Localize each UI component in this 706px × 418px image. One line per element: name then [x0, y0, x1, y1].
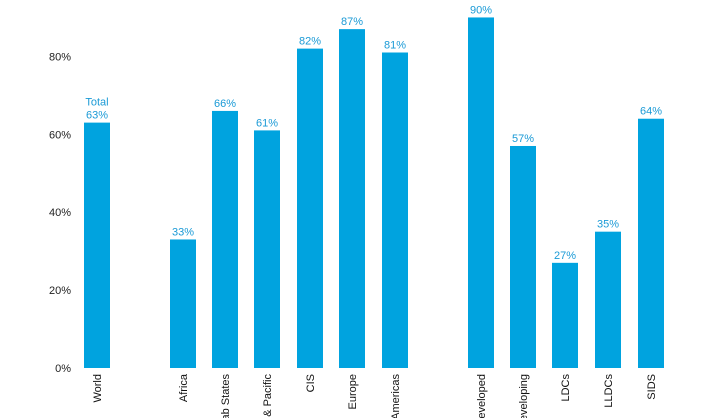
y-tick-label: 80%	[49, 51, 71, 63]
bar	[84, 122, 110, 369]
bar	[339, 29, 365, 368]
value-labels: 63%Total 33% 66% 61% 82% 87% 81% 90% 57% 27% 35% 64…	[85, 4, 662, 261]
category-label: Europe	[347, 374, 359, 409]
y-tick-label: 0%	[55, 363, 71, 375]
category-label: LLDCs	[603, 374, 615, 408]
bars	[84, 17, 664, 369]
category-label: CIS	[305, 374, 317, 392]
category-label: & Pacific	[262, 374, 274, 417]
data-label: 90%	[470, 4, 492, 16]
bar	[638, 118, 664, 368]
category-labels: World Africa ab States & Pacific CIS Europe Am…	[92, 373, 658, 418]
data-label: 82%	[299, 36, 321, 48]
data-label: 61%	[256, 117, 278, 129]
category-label: SIDS	[646, 374, 658, 400]
y-tick-label: 20%	[49, 285, 71, 297]
data-label: 63%	[86, 110, 108, 122]
category-label: Americas	[390, 374, 402, 418]
bar	[552, 262, 578, 368]
data-label: 57%	[512, 133, 534, 145]
bar	[382, 52, 408, 368]
category-label: World	[92, 374, 104, 403]
bar	[510, 145, 536, 368]
category-label: LDCs	[560, 374, 572, 402]
bar	[595, 231, 621, 368]
y-tick-label: 40%	[49, 207, 71, 219]
data-label: 66%	[214, 98, 236, 110]
category-label: Africa	[178, 373, 190, 402]
y-axis: 0% 20% 40% 60% 80%	[49, 51, 71, 375]
category-label: eveloping	[518, 374, 530, 418]
category-label: eveloped	[476, 374, 488, 418]
data-label: 87%	[341, 16, 363, 28]
data-label: 35%	[597, 219, 619, 231]
bar	[212, 110, 238, 369]
y-tick-label: 60%	[49, 129, 71, 141]
data-label: 33%	[172, 226, 194, 238]
data-label: 64%	[640, 106, 662, 118]
bar	[468, 17, 494, 368]
data-label: 81%	[384, 40, 406, 52]
bar	[254, 130, 280, 368]
data-label: 27%	[554, 250, 576, 262]
bar	[297, 48, 323, 369]
bar	[170, 239, 196, 368]
annotation-label: Total	[85, 97, 108, 109]
category-label: ab States	[220, 374, 232, 418]
